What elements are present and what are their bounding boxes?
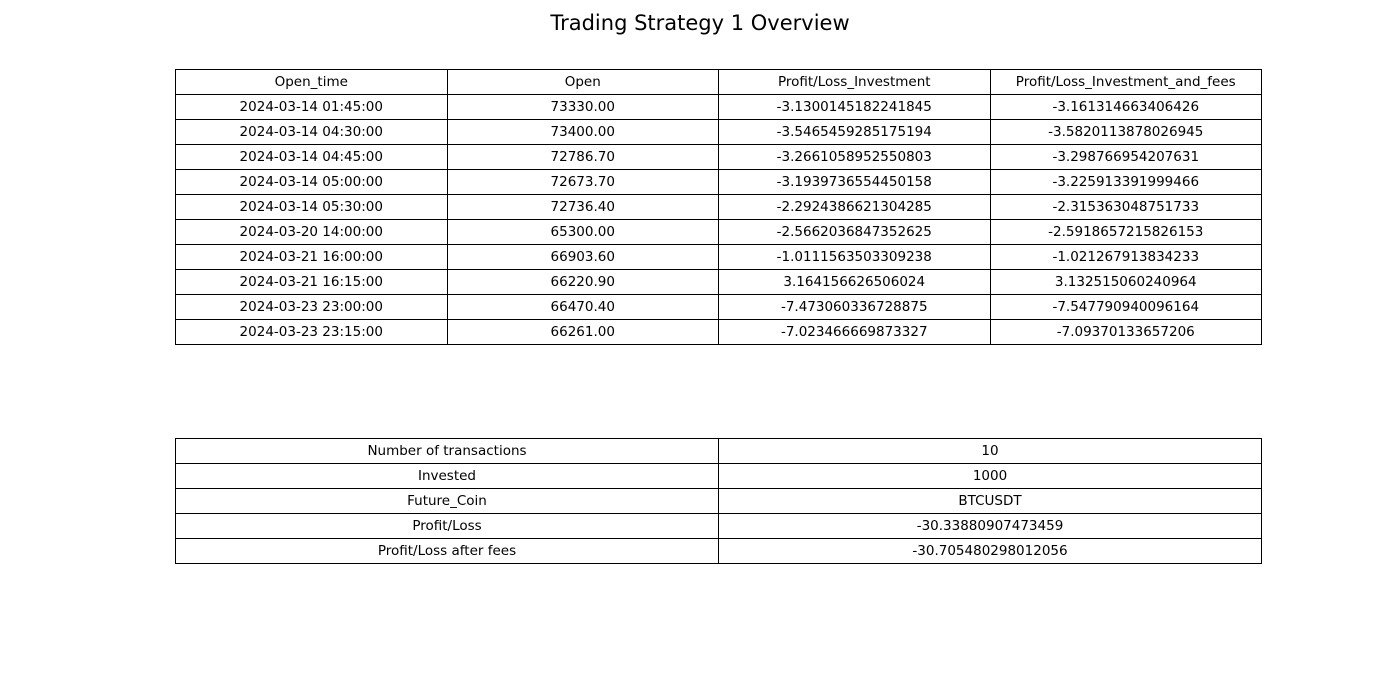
table-cell: 2024-03-14 04:30:00: [175, 119, 448, 145]
table-cell: 2024-03-14 04:45:00: [175, 144, 448, 170]
table-cell: 2024-03-21 16:15:00: [175, 269, 448, 295]
table-row: Number of transactions 10: [175, 438, 1262, 464]
table-row: 2024-03-23 23:15:00 66261.00 -7.0234666698…: [175, 319, 1262, 345]
table-cell: Profit/Loss after fees: [175, 538, 719, 564]
table-cell: -3.5465459285175194: [718, 119, 991, 145]
table-cell: -3.1939736554450158: [718, 169, 991, 195]
table-row: Profit/Loss after fees -30.70548029801205…: [175, 538, 1262, 564]
table-cell: -2.2924386621304285: [718, 194, 991, 220]
table-header-row: Open_time Open Profit/Loss_Investment Profi…: [175, 69, 1262, 95]
table-cell: 73400.00: [446, 119, 719, 145]
table-row: Profit/Loss -30.33880907473459: [175, 513, 1262, 539]
table-row: 2024-03-21 16:15:00 66220.90 3.16415662650…: [175, 269, 1262, 295]
summary-table: Number of transactions 10 Invested 1000 Futu…: [175, 438, 1262, 564]
table-row: 2024-03-14 04:45:00 72786.70 -3.2661058952…: [175, 144, 1262, 170]
table-cell: 72736.40: [446, 194, 719, 220]
column-header: Open: [446, 69, 719, 95]
chart-title: Trading Strategy 1 Overview: [550, 11, 850, 35]
table-cell: 2024-03-23 23:15:00: [175, 319, 448, 345]
column-header: Profit/Loss_Investment_and_fees: [989, 69, 1262, 95]
table-cell: Number of transactions: [175, 438, 719, 464]
table-cell: 66261.00: [446, 319, 719, 345]
table-row: 2024-03-14 04:30:00 73400.00 -3.5465459285…: [175, 119, 1262, 145]
table-cell: 66903.60: [446, 244, 719, 270]
table-cell: -2.315363048751733: [989, 194, 1262, 220]
table-cell: 66470.40: [446, 294, 719, 320]
table-row: 2024-03-20 14:00:00 65300.00 -2.5662036847…: [175, 219, 1262, 245]
table-row: 2024-03-14 01:45:00 73330.00 -3.1300145182…: [175, 94, 1262, 120]
table-cell: 10: [718, 438, 1262, 464]
table-cell: -2.5662036847352625: [718, 219, 991, 245]
table-cell: -3.2661058952550803: [718, 144, 991, 170]
table-cell: Future_Coin: [175, 488, 719, 514]
table-row: Invested 1000: [175, 463, 1262, 489]
table-cell: 73330.00: [446, 94, 719, 120]
column-header: Profit/Loss_Investment: [718, 69, 991, 95]
table-cell: 2024-03-14 05:00:00: [175, 169, 448, 195]
table-cell: -3.1300145182241845: [718, 94, 991, 120]
trades-table: Open_time Open Profit/Loss_Investment Profi…: [175, 69, 1262, 345]
table-row: 2024-03-23 23:00:00 66470.40 -7.4730603367…: [175, 294, 1262, 320]
table-cell: Profit/Loss: [175, 513, 719, 539]
table-cell: -3.225913391999466: [989, 169, 1262, 195]
table-cell: -1.021267913834233: [989, 244, 1262, 270]
table-cell: 2024-03-14 05:30:00: [175, 194, 448, 220]
table-row: Future_Coin BTCUSDT: [175, 488, 1262, 514]
table-cell: -3.298766954207631: [989, 144, 1262, 170]
table-cell: -1.0111563503309238: [718, 244, 991, 270]
table-cell: -30.33880907473459: [718, 513, 1262, 539]
table-cell: Invested: [175, 463, 719, 489]
table-cell: 2024-03-14 01:45:00: [175, 94, 448, 120]
table-cell: BTCUSDT: [718, 488, 1262, 514]
table-cell: 1000: [718, 463, 1262, 489]
table-cell: -7.09370133657206: [989, 319, 1262, 345]
table-cell: -3.5820113878026945: [989, 119, 1262, 145]
table-row: 2024-03-14 05:00:00 72673.70 -3.1939736554…: [175, 169, 1262, 195]
table-cell: 72673.70: [446, 169, 719, 195]
table-cell: 72786.70: [446, 144, 719, 170]
table-cell: 2024-03-23 23:00:00: [175, 294, 448, 320]
table-cell: -3.161314663406426: [989, 94, 1262, 120]
table-cell: 66220.90: [446, 269, 719, 295]
table-cell: 65300.00: [446, 219, 719, 245]
table-cell: -7.473060336728875: [718, 294, 991, 320]
table-cell: -7.547790940096164: [989, 294, 1262, 320]
table-cell: 3.132515060240964: [989, 269, 1262, 295]
table-row: 2024-03-21 16:00:00 66903.60 -1.0111563503…: [175, 244, 1262, 270]
table-cell: -30.705480298012056: [718, 538, 1262, 564]
table-cell: 2024-03-20 14:00:00: [175, 219, 448, 245]
table-cell: 2024-03-21 16:00:00: [175, 244, 448, 270]
table-row: 2024-03-14 05:30:00 72736.40 -2.2924386621…: [175, 194, 1262, 220]
table-cell: 3.164156626506024: [718, 269, 991, 295]
table-cell: -2.5918657215826153: [989, 219, 1262, 245]
table-cell: -7.023466669873327: [718, 319, 991, 345]
column-header: Open_time: [175, 69, 448, 95]
